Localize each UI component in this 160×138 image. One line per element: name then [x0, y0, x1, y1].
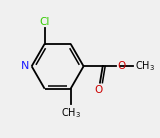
Text: CH$_3$: CH$_3$ — [135, 59, 155, 73]
Text: O: O — [94, 85, 103, 95]
Text: CH$_3$: CH$_3$ — [61, 106, 81, 120]
Text: N: N — [21, 61, 29, 71]
Text: O: O — [117, 61, 125, 71]
Text: Cl: Cl — [40, 17, 50, 27]
